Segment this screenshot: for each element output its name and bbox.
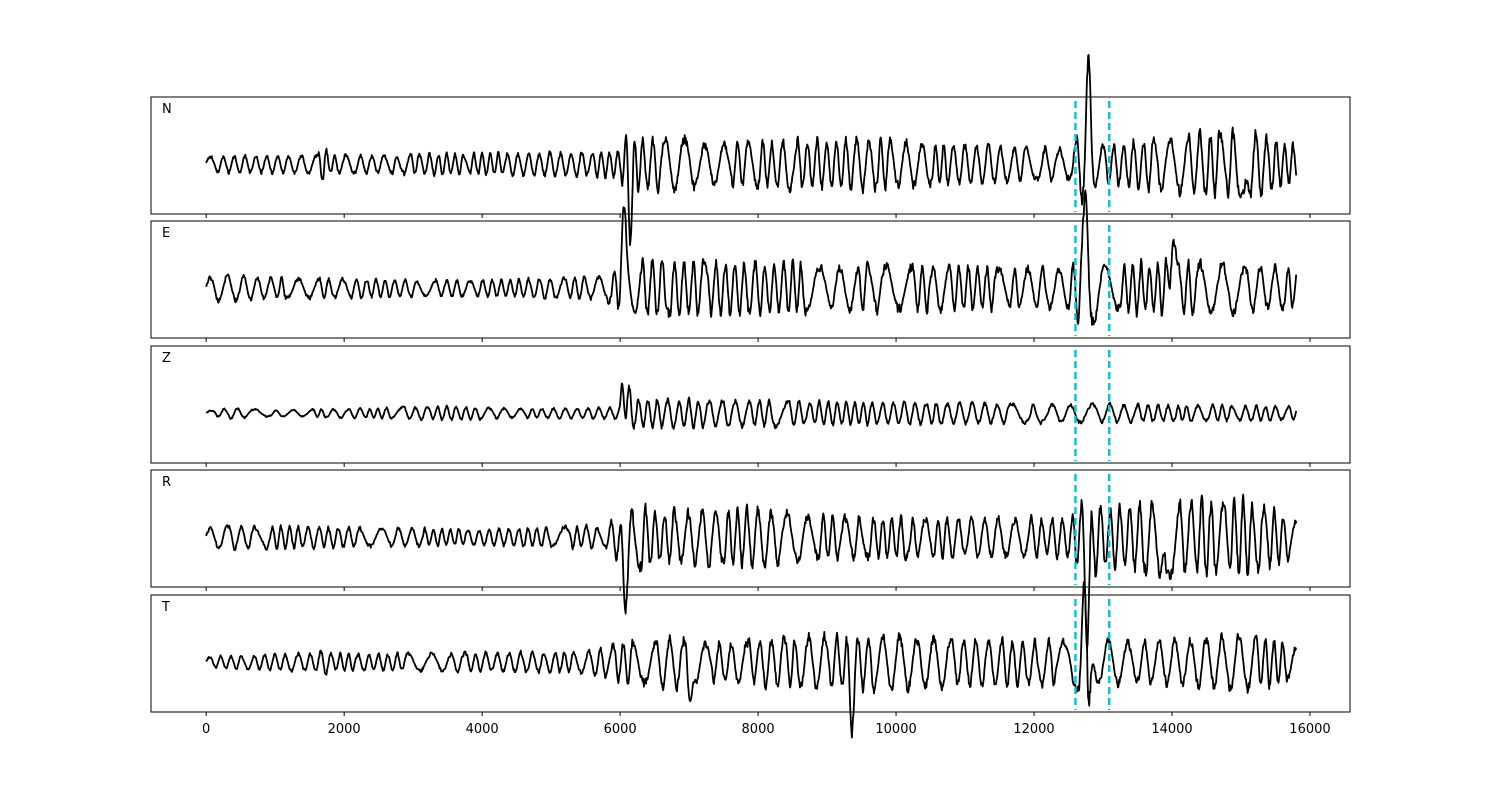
panel-r: R [150,469,1351,650]
panel-label: E [162,226,170,241]
panel-label: T [161,600,170,615]
waveform-z [205,382,1298,430]
panel-label: Z [162,351,171,366]
x-tick-label: 6000 [604,722,637,737]
panel-z: Z [150,345,1351,467]
waveform-r [205,493,1298,650]
panel-frame [150,96,1351,215]
x-tick-label: 16000 [1289,722,1330,737]
panel-label: R [162,475,171,490]
panel-frame [150,469,1351,588]
x-tick-label: 14000 [1151,722,1192,737]
panel-frame [150,594,1351,713]
x-tick-label: 4000 [466,722,499,737]
panel-e: E [150,189,1351,342]
waveform-t [205,581,1298,739]
x-tick-label: 10000 [875,722,916,737]
x-tick-label: 0 [202,722,210,737]
panels: N E Z R T [150,54,1351,739]
waveform-n [205,54,1298,246]
panel-n: N [150,54,1351,246]
x-tick-label: 2000 [328,722,361,737]
panel-t: T [150,581,1351,739]
x-tick-label: 12000 [1013,722,1054,737]
panel-frame [150,220,1351,339]
x-tick-label: 8000 [742,722,775,737]
panel-frame [150,345,1351,464]
waveform-e [205,189,1298,326]
panel-label: N [162,102,172,117]
x-axis: 0 2000 4000 6000 8000 10000 12000 14000 16000 [202,722,1331,737]
